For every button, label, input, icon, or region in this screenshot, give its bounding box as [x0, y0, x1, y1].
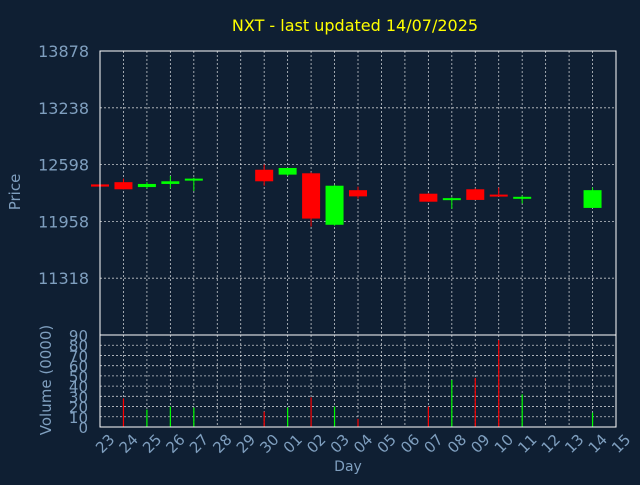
volume-series — [122, 340, 594, 427]
candle-body — [349, 190, 367, 197]
chart-title: NXT - last updated 14/07/2025 — [232, 16, 478, 35]
candle-body — [255, 169, 274, 182]
x-tick-label: 27 — [186, 431, 212, 457]
candle-body — [583, 190, 602, 208]
candle-body — [114, 182, 133, 190]
volume-tick-label: 0 — [78, 419, 88, 437]
candle-body — [513, 196, 532, 199]
x-tick-label: 09 — [467, 431, 493, 457]
x-tick-label: 25 — [139, 431, 165, 457]
volume-tick-label: 20 — [69, 399, 88, 417]
candle-body — [419, 193, 438, 202]
x-tick-label: 01 — [280, 431, 306, 457]
candle-body — [489, 194, 508, 197]
x-tick-label: 24 — [116, 431, 142, 457]
candle-body — [442, 198, 461, 201]
x-tick-label: 12 — [538, 431, 564, 457]
volume-tick-label: 50 — [69, 368, 88, 386]
x-tick-label: 07 — [421, 431, 447, 457]
price-tick-label: 12598 — [38, 156, 89, 175]
volume-tick-label: 40 — [69, 378, 88, 396]
volume-grid — [99, 334, 617, 428]
x-tick-label: 13 — [561, 431, 587, 457]
x-tick-label: 04 — [350, 431, 376, 457]
volume-tick-label: 70 — [69, 347, 88, 365]
x-tick-labels: 2324252627282930010203040506070809101112… — [92, 431, 634, 457]
price-tick-label: 11318 — [38, 269, 89, 288]
x-tick-label: 08 — [444, 431, 470, 457]
x-tick-label: 02 — [303, 431, 329, 457]
candle-body — [184, 178, 203, 181]
x-tick-label: 03 — [327, 431, 353, 457]
candle-body — [325, 185, 344, 225]
x-tick-label: 28 — [209, 431, 235, 457]
volume-tick-label: 80 — [69, 337, 88, 355]
price-tick-label: 11958 — [38, 212, 89, 231]
volume-tick-label: 10 — [69, 409, 88, 427]
x-tick-label: 29 — [233, 431, 259, 457]
x-axis-label: Day — [334, 459, 362, 475]
candle-body — [302, 173, 321, 219]
price-tick-label: 13878 — [38, 42, 89, 61]
x-tick-label: 11 — [514, 431, 540, 457]
price-tick-labels: 13878 13238 12598 11958 11318 — [38, 42, 89, 288]
candle-body — [466, 189, 485, 200]
x-tick-label: 30 — [256, 431, 282, 457]
volume-tick-label: 90 — [69, 327, 88, 345]
candle-body — [137, 183, 156, 188]
candlestick-series — [91, 164, 602, 227]
price-axis-label: Price — [6, 174, 24, 211]
x-tick-label: 15 — [608, 431, 634, 457]
volume-axis-label: Volume (0000) — [37, 325, 55, 435]
x-tick-label: 23 — [92, 431, 118, 457]
candle-body — [161, 181, 180, 184]
x-tick-label: 14 — [585, 431, 611, 457]
x-tick-label: 05 — [374, 431, 400, 457]
x-tick-label: 06 — [397, 431, 423, 457]
price-tick-label: 13238 — [38, 99, 89, 118]
x-tick-label: 26 — [163, 431, 189, 457]
volume-plot-frame — [99, 334, 617, 428]
x-tick-label: 10 — [491, 431, 517, 457]
volume-tick-label: 30 — [69, 388, 88, 406]
price-grid — [99, 50, 617, 335]
volume-tick-label: 60 — [69, 358, 88, 376]
candle-body — [278, 167, 297, 175]
